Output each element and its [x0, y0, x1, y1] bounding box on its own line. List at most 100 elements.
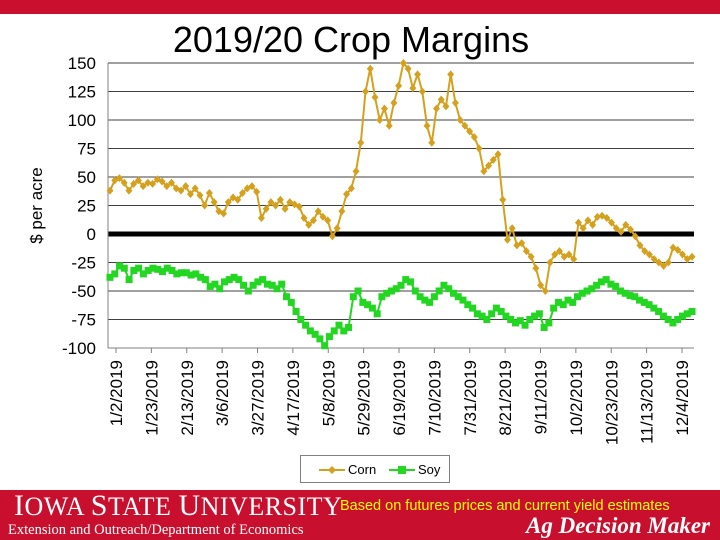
- corn-point: [281, 204, 289, 213]
- soy-point: [349, 293, 357, 301]
- corn-point: [130, 179, 138, 188]
- soy-point: [602, 276, 610, 284]
- soy-point: [607, 280, 615, 288]
- header-bar: [0, 0, 720, 14]
- x-tick-label: 4/17/2019: [284, 360, 303, 436]
- soy-point: [273, 285, 281, 293]
- soy-point: [459, 296, 467, 304]
- y-tick-label: 0: [87, 225, 96, 244]
- corn-point: [196, 191, 204, 200]
- series-line-corn: [109, 60, 693, 294]
- y-tick-label: -75: [71, 311, 96, 330]
- soy-point: [402, 276, 410, 284]
- corn-point: [177, 186, 185, 195]
- soy-point: [416, 293, 424, 301]
- corn-point: [617, 227, 625, 236]
- x-tick-label: 7/10/2019: [425, 360, 444, 436]
- soy-point: [407, 278, 415, 286]
- soy-point: [254, 278, 262, 286]
- corn-point: [660, 261, 668, 270]
- soy-point: [240, 281, 248, 289]
- corn-point: [191, 184, 199, 193]
- corn-point: [404, 64, 412, 73]
- soy-point: [688, 308, 696, 316]
- corn-point: [380, 104, 388, 113]
- soy-point: [211, 280, 219, 288]
- x-tick-label: 5/8/2019: [319, 360, 338, 426]
- corn-point: [248, 182, 256, 191]
- corn-point: [305, 220, 313, 229]
- corn-point: [115, 174, 123, 183]
- soy-point: [631, 293, 639, 301]
- corn-point: [414, 70, 422, 79]
- corn-point: [679, 250, 687, 259]
- soy-point: [378, 293, 386, 301]
- corn-point: [328, 232, 336, 241]
- source-note: Based on futures prices and current yiel…: [340, 498, 670, 514]
- corn-point: [612, 224, 620, 233]
- corn-point: [494, 150, 502, 159]
- corn-point: [125, 186, 133, 195]
- soy-point: [283, 293, 291, 301]
- soy-point: [588, 285, 596, 293]
- corn-point: [347, 184, 355, 193]
- soy-point: [244, 287, 252, 295]
- soy-point: [550, 304, 558, 312]
- extension-text: Extension and Outreach/Department of Eco…: [8, 522, 304, 538]
- x-tick-label: 3/27/2019: [249, 360, 268, 436]
- corn-point: [432, 104, 440, 113]
- corn-point: [603, 214, 611, 223]
- corn-point: [451, 98, 459, 107]
- soy-point: [220, 278, 228, 286]
- corn-point: [390, 98, 398, 107]
- corn-legend-marker: [319, 465, 345, 474]
- corn-point: [224, 198, 232, 207]
- soy-point: [612, 282, 620, 290]
- soy-point: [106, 273, 114, 281]
- y-tick-label: 100: [68, 111, 96, 130]
- soy-point: [197, 273, 205, 281]
- corn-point: [522, 247, 530, 256]
- footer-bar: [0, 490, 720, 540]
- y-tick-label: 150: [68, 54, 96, 73]
- soy-point: [168, 266, 176, 274]
- soy-point: [125, 276, 133, 284]
- corn-point: [470, 133, 478, 142]
- soy-point: [526, 316, 534, 323]
- corn-point: [655, 258, 663, 267]
- soy-point: [316, 335, 324, 343]
- university-logo: IOWA STATE UNIVERSITY: [14, 489, 343, 522]
- soy-point: [364, 301, 372, 309]
- corn-point: [352, 167, 360, 176]
- corn-point: [238, 188, 246, 197]
- corn-point: [537, 281, 545, 290]
- corn-point: [267, 198, 275, 207]
- soy-point: [230, 273, 238, 281]
- soy-point: [325, 333, 333, 341]
- corn-point: [626, 225, 634, 234]
- corn-point: [201, 201, 209, 210]
- soy-point: [464, 301, 472, 309]
- y-tick-label: -100: [62, 339, 96, 358]
- corn-point: [343, 190, 351, 199]
- corn-point: [527, 252, 535, 261]
- corn-point: [641, 247, 649, 256]
- soy-point: [192, 270, 200, 278]
- soy-point: [387, 287, 395, 295]
- soy-point: [478, 312, 486, 320]
- soy-point: [454, 293, 462, 301]
- corn-point: [376, 116, 384, 124]
- soy-point: [569, 298, 577, 306]
- soy-point: [321, 342, 329, 350]
- corn-point: [300, 214, 308, 223]
- soy-point: [426, 298, 434, 306]
- corn-point: [333, 224, 341, 233]
- soy-point: [659, 312, 667, 320]
- soy-point: [154, 265, 162, 273]
- legend-item-corn: Corn: [319, 462, 376, 477]
- soy-point: [259, 276, 267, 284]
- soy-point: [182, 269, 190, 277]
- soy-point: [469, 304, 477, 312]
- soy-point: [287, 298, 295, 306]
- soy-point: [559, 301, 567, 309]
